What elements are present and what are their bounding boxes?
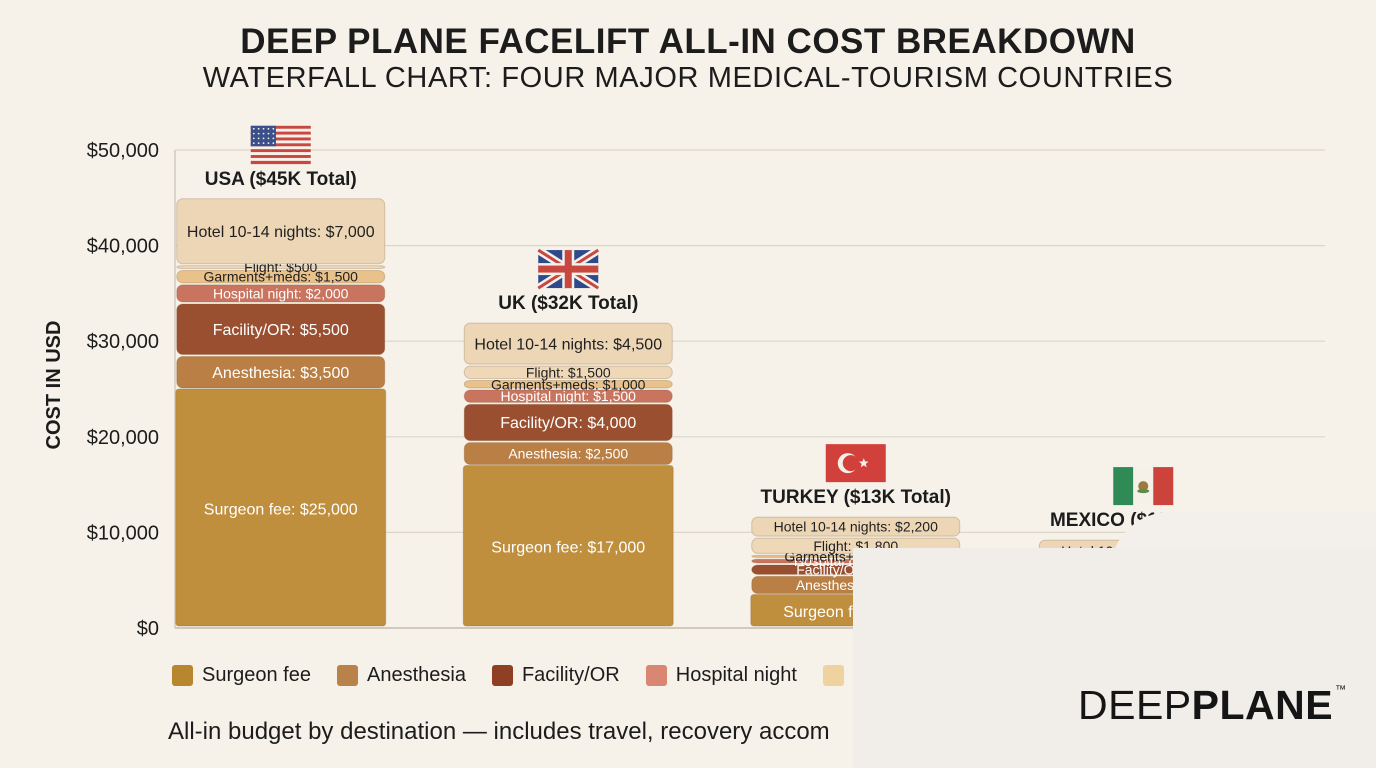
bar-segment-turkey-hotel (751, 516, 961, 537)
legend-item-facility: Facility/OR (491, 664, 620, 687)
chart-subtitle: WATERFALL CHART: FOUR MAJOR MEDICAL-TOUR… (202, 62, 1174, 94)
legend-swatch-garments (822, 665, 844, 686)
bar-segment-usa-facility (176, 303, 386, 356)
bar-segment-usa-flight (176, 265, 386, 270)
y-tick-label-10000: $10,000 (87, 522, 159, 544)
bar-label-uk-garments: Garments+meds: $1,000 (491, 376, 646, 392)
chart-title: DEEP PLANE FACELIFT ALL-IN COST BREAKDOW… (240, 22, 1136, 61)
bar-label-uk-anesthesia: Anesthesia: $2,500 (508, 446, 628, 462)
legend-label-facility: Facility/OR (521, 664, 620, 686)
bar-label-usa-garments: Garments+meds: $1,500 (204, 269, 359, 285)
bar-segment-usa-garments (176, 270, 386, 284)
total-label-usa: USA ($45K Total) (205, 169, 357, 190)
bar-label-usa-anesthesia: Anesthesia: $3,500 (212, 365, 349, 382)
bar-label-uk-hospital: Hospital night: $1,500 (501, 388, 637, 404)
legend-swatch-hospital (645, 665, 667, 686)
bar-label-usa-surgeon: Surgeon fee: $25,000 (204, 501, 358, 518)
uk-flag-icon (536, 246, 601, 292)
legend-item-surgeon: Surgeon fee (172, 664, 311, 687)
usa-flag-icon (250, 125, 311, 165)
bar-label-uk-flight: Flight: $1,500 (526, 364, 611, 380)
bar-segment-usa-surgeon (175, 388, 387, 627)
logo-text-light: DEEP (1078, 682, 1192, 728)
legend-item-anesthesia: Anesthesia (336, 664, 466, 687)
chart-caption: All-in budget by destination — includes … (168, 718, 830, 745)
legend-label-surgeon: Surgeon fee (202, 664, 311, 686)
turkey-flag-icon (825, 444, 886, 483)
bar-label-turkey-hotel: Hotel 10-14 nights: $2,200 (774, 519, 938, 535)
bar-segment-usa-anesthesia (176, 356, 386, 389)
legend-swatch-facility (491, 665, 513, 686)
bar-label-uk-surgeon: Surgeon fee: $17,000 (491, 540, 645, 557)
logo-trademark: ™ (1335, 684, 1347, 696)
brand-logo: DEEPPLANE ™ (1078, 682, 1347, 729)
bar-segment-usa-hotel (176, 198, 386, 265)
logo-text-bold: PLANE (1191, 682, 1334, 728)
overlay-panel (853, 548, 1376, 768)
y-tick-label-30000: $30,000 (87, 331, 159, 353)
bar-segment-usa-hospital (176, 284, 386, 303)
chart-legend: Surgeon fee Anesthesia Facility/OR Hospi… (172, 664, 880, 687)
y-tick-label-40000: $40,000 (87, 236, 159, 258)
legend-label-hospital: Hospital night (675, 664, 797, 686)
bar-segment-uk-flight (463, 365, 673, 379)
y-tick-label-20000: $20,000 (87, 427, 159, 449)
legend-swatch-anesthesia (336, 665, 358, 686)
legend-label-anesthesia: Anesthesia (366, 664, 466, 686)
legend-swatch-surgeon (172, 665, 193, 686)
bar-label-usa-hotel: Hotel 10-14 nights: $7,000 (187, 224, 375, 241)
y-tick-label-0: $0 (137, 618, 159, 640)
bar-segment-uk-hotel (463, 322, 673, 365)
mexico-flag-icon (1113, 467, 1174, 506)
bar-label-uk-facility: Facility/OR: $4,000 (500, 415, 636, 432)
bar-segment-uk-garments (463, 379, 673, 389)
bar-segment-uk-surgeon (462, 464, 674, 627)
total-label-turkey: TURKEY ($13K Total) (761, 487, 951, 508)
total-label-uk: UK ($32K Total) (498, 293, 638, 314)
bar-label-usa-hospital: Hospital night: $2,000 (213, 285, 349, 301)
bar-segment-uk-anesthesia (463, 442, 673, 465)
y-axis-title: COST IN USD (43, 321, 65, 450)
bar-label-uk-hotel: Hotel 10-14 nights: $4,500 (474, 336, 662, 353)
bar-label-usa-facility: Facility/OR: $5,500 (213, 322, 349, 339)
y-tick-label-50000: $50,000 (87, 140, 159, 162)
bar-segment-uk-hospital (463, 389, 673, 403)
legend-item-hospital: Hospital night (645, 664, 797, 687)
bar-segment-uk-facility (463, 403, 673, 442)
